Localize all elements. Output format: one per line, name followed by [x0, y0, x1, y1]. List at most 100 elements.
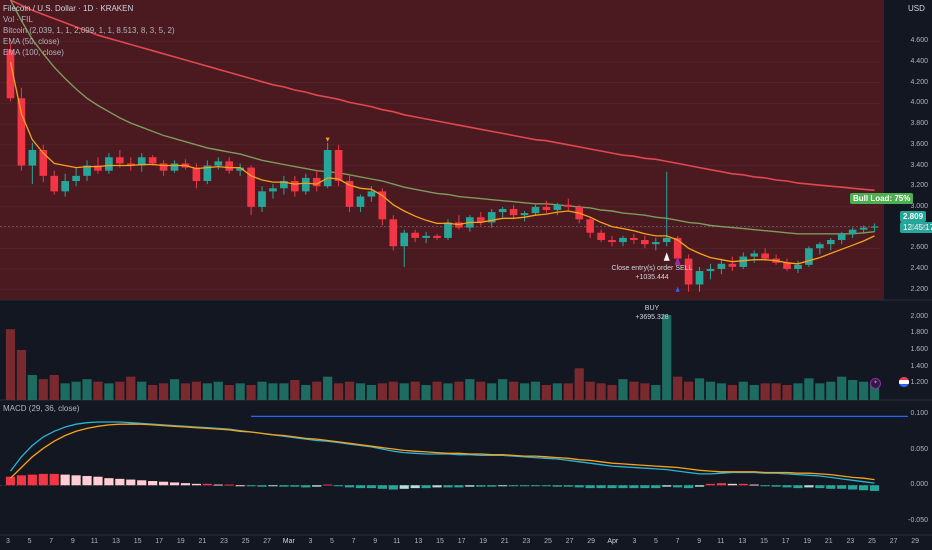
- macd-histogram-bar: [27, 474, 37, 486]
- macd-histogram-bar: [760, 485, 770, 487]
- volume-bar: [782, 385, 792, 400]
- price-tick-label: 3.600: [910, 140, 928, 148]
- volume-bar: [705, 381, 716, 400]
- volume-bar: [848, 380, 858, 400]
- candle-body: [17, 98, 26, 166]
- price-tick-label: 3.800: [910, 120, 928, 128]
- price-tick-label: 3.400: [910, 161, 928, 169]
- price-tick-label: 4.600: [910, 37, 928, 45]
- macd-histogram-bar: [869, 485, 880, 491]
- volume-bar: [159, 383, 169, 400]
- candle-body: [236, 167, 244, 171]
- x-tick-label: 27: [263, 538, 272, 545]
- volume-bar: [279, 383, 289, 400]
- candle-body: [269, 188, 277, 192]
- macd-histogram-bar: [804, 485, 814, 488]
- candle-body: [203, 165, 212, 182]
- macd-line: [9, 421, 875, 484]
- x-tick-label: 11: [90, 538, 99, 545]
- buy-amount-annotation: +3695.328: [635, 314, 669, 321]
- candle-body: [159, 163, 168, 171]
- candle-body: [400, 232, 409, 247]
- volume-bar: [235, 383, 245, 400]
- volume-bar: [246, 385, 256, 400]
- volume-bar: [815, 383, 825, 400]
- volume-bar: [126, 376, 136, 400]
- macd-tick-label: 0.000: [910, 481, 928, 489]
- macd-histogram-bar: [16, 475, 26, 486]
- earnings-icon[interactable]: ✦: [870, 378, 881, 389]
- macd-histogram-bar: [859, 485, 869, 491]
- macd-histogram-bar: [815, 485, 825, 489]
- x-tick-label: 29: [587, 538, 596, 545]
- volume-bar: [651, 385, 661, 400]
- macd-tick-label: 0.050: [910, 445, 928, 453]
- macd-histogram-bar: [410, 485, 420, 489]
- volume-bar: [629, 381, 639, 400]
- price-tick-label: 2.200: [910, 285, 928, 293]
- x-tick-label: 21: [824, 538, 833, 545]
- macd-histogram-bar: [82, 476, 92, 486]
- candle-body: [137, 157, 146, 166]
- flag-icon[interactable]: [899, 377, 909, 387]
- x-tick-label: 23: [220, 538, 228, 545]
- candle-body: [706, 268, 715, 272]
- candle-body: [192, 167, 201, 182]
- x-tick-label: 15: [760, 538, 768, 545]
- macd-histogram-bar: [662, 485, 672, 487]
- macd-histogram-bar: [673, 485, 683, 488]
- macd-histogram-bar: [607, 485, 617, 489]
- macd-histogram-bar: [334, 485, 344, 487]
- x-tick-label: 5: [330, 538, 334, 545]
- candle-body: [487, 212, 496, 223]
- volume-bar: [93, 381, 103, 400]
- volume-bar: [574, 368, 584, 400]
- macd-panel-bg: [0, 400, 932, 535]
- macd-histogram-bar: [93, 476, 103, 486]
- volume-bar: [71, 381, 81, 400]
- candle-body: [225, 161, 234, 171]
- macd-histogram-bar: [104, 478, 114, 486]
- candle-body: [608, 240, 616, 243]
- macd-histogram-bar: [279, 485, 289, 487]
- macd-histogram-bar: [312, 485, 322, 487]
- volume-bar: [804, 378, 814, 400]
- x-tick-label: Apr: [607, 538, 619, 545]
- macd-histogram-bar: [509, 485, 519, 487]
- macd-histogram-bar: [137, 480, 147, 486]
- volume-bar: [530, 381, 541, 400]
- macd-histogram-bar: [782, 485, 792, 488]
- volume-bar: [388, 381, 398, 400]
- price-tick-label: 3.000: [910, 202, 928, 210]
- volume-bar: [596, 383, 606, 400]
- macd-histogram-bar: [684, 485, 694, 489]
- macd-histogram-bar: [476, 485, 486, 487]
- macd-histogram-bar: [290, 485, 300, 487]
- candle-body: [750, 253, 759, 257]
- candle-body: [312, 177, 321, 187]
- candle-body: [214, 161, 223, 166]
- x-tick-label: 9: [373, 538, 378, 545]
- macd-histogram-bar: [749, 484, 759, 486]
- macd-histogram-bar: [563, 485, 573, 487]
- macd-histogram-bar: [268, 485, 278, 487]
- bull-load-tag: Bull Load: 75%: [850, 193, 914, 204]
- macd-tick-label: 0.100: [910, 410, 928, 418]
- x-tick-label: 17: [781, 538, 790, 545]
- candle-body: [597, 232, 605, 240]
- candle-body: [717, 263, 726, 269]
- x-tick-label: 19: [176, 538, 185, 545]
- macd-histogram-bar: [115, 478, 125, 486]
- x-tick-label: 27: [889, 538, 898, 545]
- macd-histogram-bar: [465, 485, 475, 487]
- volume-bar: [749, 385, 759, 400]
- volume-bar: [869, 383, 880, 400]
- volume-tick-label: 1.600: [910, 346, 928, 353]
- x-tick-label: 15: [133, 538, 142, 545]
- candle-body: [651, 242, 660, 245]
- macd-histogram-bar: [344, 485, 355, 488]
- volume-bar: [366, 385, 376, 400]
- volume-bar: [519, 383, 530, 400]
- x-tick-label: 13: [738, 538, 747, 545]
